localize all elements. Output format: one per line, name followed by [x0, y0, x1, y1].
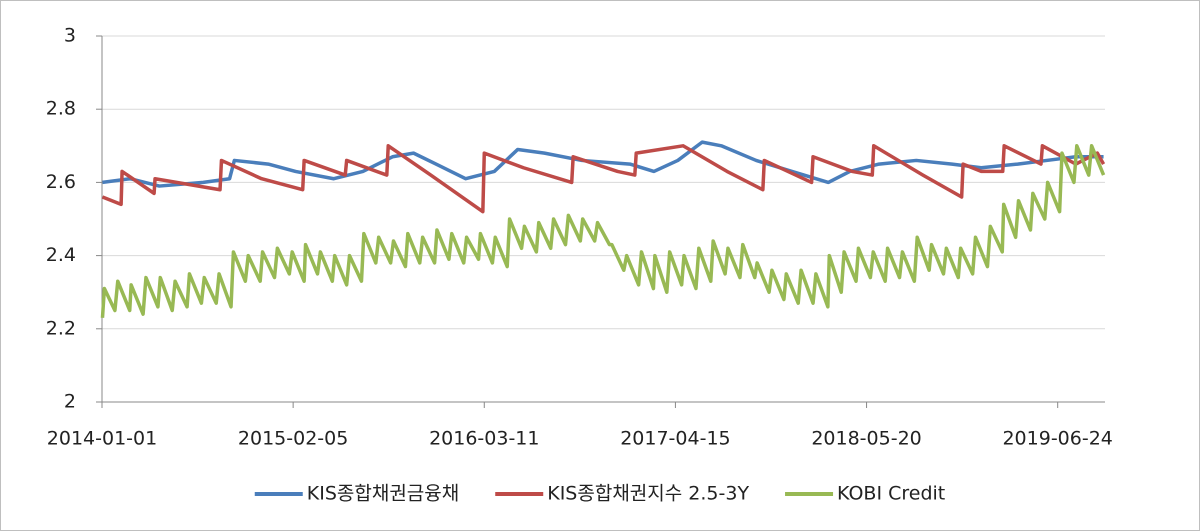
legend-item: KIS종합채권금융채: [254, 483, 459, 505]
legend-item: KIS종합채권지수 2.5-3Y: [495, 483, 749, 505]
y-tick-label: 2.2: [46, 317, 76, 339]
x-tick-label: 2016-03-11: [429, 428, 539, 450]
x-tick-label: 2019-06-24: [1002, 428, 1112, 450]
y-tick-label: 2.8: [46, 98, 76, 120]
y-tick-label: 3: [64, 25, 76, 47]
series-line: [101, 144, 1106, 214]
x-tick-label: 2014-01-01: [47, 428, 157, 450]
legend-label: KOBI Credit: [837, 483, 945, 505]
legend-label: KIS종합채권지수 2.5-3Y: [547, 483, 749, 505]
y-tick-label: 2.4: [46, 244, 76, 266]
legend-label: KIS종합채권금융채: [307, 483, 459, 505]
x-tick-label: 2018-05-20: [811, 428, 921, 450]
x-tick-label: 2017-04-15: [620, 428, 730, 450]
y-tick-label: 2.6: [46, 171, 76, 193]
y-tick-label: 2: [64, 391, 76, 413]
legend-item: KOBI Credit: [785, 483, 945, 505]
x-tick-label: 2015-02-05: [238, 428, 348, 450]
series-line: [100, 144, 1106, 318]
